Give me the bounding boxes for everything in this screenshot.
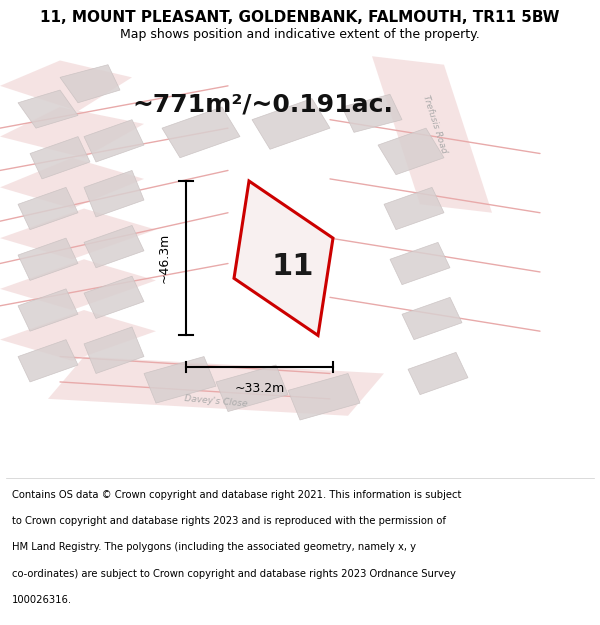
- Polygon shape: [18, 339, 78, 382]
- Text: to Crown copyright and database rights 2023 and is reproduced with the permissio: to Crown copyright and database rights 2…: [12, 516, 446, 526]
- Polygon shape: [84, 226, 144, 268]
- Polygon shape: [234, 181, 333, 336]
- Polygon shape: [384, 188, 444, 229]
- Polygon shape: [18, 238, 78, 281]
- Polygon shape: [0, 61, 132, 111]
- Text: Davey's Close: Davey's Close: [184, 394, 248, 408]
- Text: co-ordinates) are subject to Crown copyright and database rights 2023 Ordnance S: co-ordinates) are subject to Crown copyr…: [12, 569, 456, 579]
- Text: 100026316.: 100026316.: [12, 595, 72, 605]
- Polygon shape: [18, 188, 78, 229]
- Text: Trefusis Road: Trefusis Road: [421, 94, 449, 154]
- Polygon shape: [216, 365, 288, 411]
- Polygon shape: [48, 356, 384, 416]
- Polygon shape: [252, 99, 330, 149]
- Polygon shape: [0, 259, 156, 310]
- Polygon shape: [162, 107, 240, 158]
- Text: 11: 11: [271, 252, 314, 281]
- Polygon shape: [0, 310, 156, 361]
- Polygon shape: [0, 107, 144, 158]
- Polygon shape: [408, 352, 468, 394]
- Polygon shape: [84, 327, 144, 374]
- Polygon shape: [0, 209, 156, 259]
- Polygon shape: [60, 65, 120, 102]
- Polygon shape: [0, 158, 144, 209]
- Polygon shape: [288, 374, 360, 420]
- Text: Map shows position and indicative extent of the property.: Map shows position and indicative extent…: [120, 28, 480, 41]
- Polygon shape: [372, 56, 492, 212]
- Polygon shape: [30, 137, 90, 179]
- Text: ~46.3m: ~46.3m: [158, 233, 171, 283]
- Polygon shape: [378, 128, 444, 174]
- Polygon shape: [390, 242, 450, 284]
- Polygon shape: [402, 298, 462, 339]
- Polygon shape: [84, 171, 144, 217]
- Text: ~33.2m: ~33.2m: [235, 382, 284, 395]
- Polygon shape: [18, 289, 78, 331]
- Polygon shape: [144, 356, 216, 403]
- Polygon shape: [342, 94, 402, 132]
- Text: ~771m²/~0.191ac.: ~771m²/~0.191ac.: [132, 93, 393, 117]
- Polygon shape: [84, 119, 144, 162]
- Polygon shape: [84, 276, 144, 319]
- Text: Contains OS data © Crown copyright and database right 2021. This information is : Contains OS data © Crown copyright and d…: [12, 490, 461, 500]
- Text: HM Land Registry. The polygons (including the associated geometry, namely x, y: HM Land Registry. The polygons (includin…: [12, 542, 416, 552]
- Polygon shape: [18, 90, 78, 128]
- Text: 11, MOUNT PLEASANT, GOLDENBANK, FALMOUTH, TR11 5BW: 11, MOUNT PLEASANT, GOLDENBANK, FALMOUTH…: [40, 11, 560, 26]
